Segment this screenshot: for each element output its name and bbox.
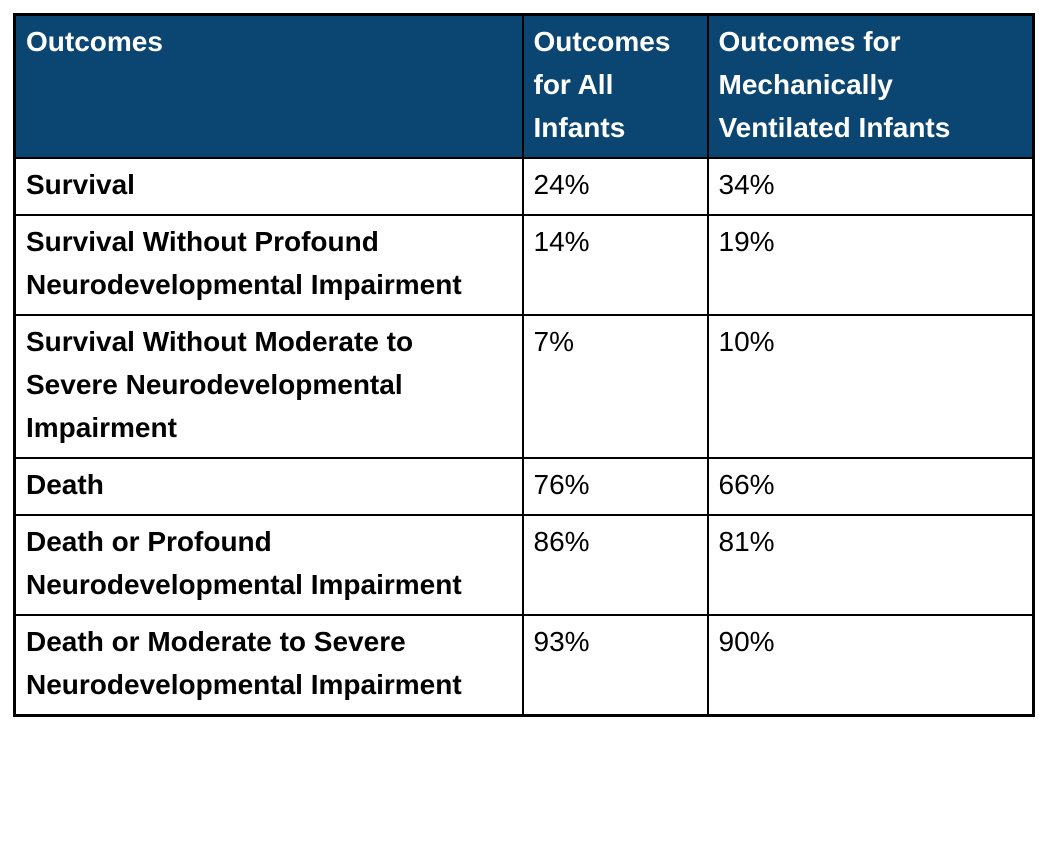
value-cell-all-infants: 7% — [521, 314, 709, 459]
value-cell-ventilated-infants: 34% — [706, 157, 1035, 216]
outcome-label-cell: Death or Profound Neurodevelopmental Imp… — [13, 514, 524, 616]
table-row: Death 76% 66% — [13, 457, 1035, 516]
column-header-all-infants: Outcomes for All Infants — [521, 13, 709, 159]
value-cell-ventilated-infants: 81% — [706, 514, 1035, 616]
outcomes-table-container: Outcomes Outcomes for All Infants Outcom… — [13, 13, 1035, 717]
outcome-label-cell: Death — [13, 457, 524, 516]
table-row: Survival Without Profound Neurodevelopme… — [13, 214, 1035, 316]
table-body: Survival 24% 34% Survival Without Profou… — [13, 157, 1035, 717]
outcome-label-cell: Survival Without Moderate to Severe Neur… — [13, 314, 524, 459]
outcomes-table: Outcomes Outcomes for All Infants Outcom… — [13, 13, 1035, 717]
table-row: Death or Moderate to Severe Neurodevelop… — [13, 614, 1035, 717]
value-cell-all-infants: 24% — [521, 157, 709, 216]
table-row: Death or Profound Neurodevelopmental Imp… — [13, 514, 1035, 616]
column-header-outcomes: Outcomes — [13, 13, 524, 159]
value-cell-ventilated-infants: 90% — [706, 614, 1035, 717]
table-header: Outcomes Outcomes for All Infants Outcom… — [13, 13, 1035, 159]
table-row: Survival 24% 34% — [13, 157, 1035, 216]
header-row: Outcomes Outcomes for All Infants Outcom… — [13, 13, 1035, 159]
value-cell-all-infants: 76% — [521, 457, 709, 516]
outcome-label-cell: Survival — [13, 157, 524, 216]
value-cell-all-infants: 86% — [521, 514, 709, 616]
table-row: Survival Without Moderate to Severe Neur… — [13, 314, 1035, 459]
outcome-label-cell: Death or Moderate to Severe Neurodevelop… — [13, 614, 524, 717]
value-cell-ventilated-infants: 66% — [706, 457, 1035, 516]
value-cell-ventilated-infants: 19% — [706, 214, 1035, 316]
value-cell-all-infants: 14% — [521, 214, 709, 316]
value-cell-all-infants: 93% — [521, 614, 709, 717]
value-cell-ventilated-infants: 10% — [706, 314, 1035, 459]
outcome-label-cell: Survival Without Profound Neurodevelopme… — [13, 214, 524, 316]
column-header-ventilated-infants: Outcomes for Mechanically Ventilated Inf… — [706, 13, 1035, 159]
